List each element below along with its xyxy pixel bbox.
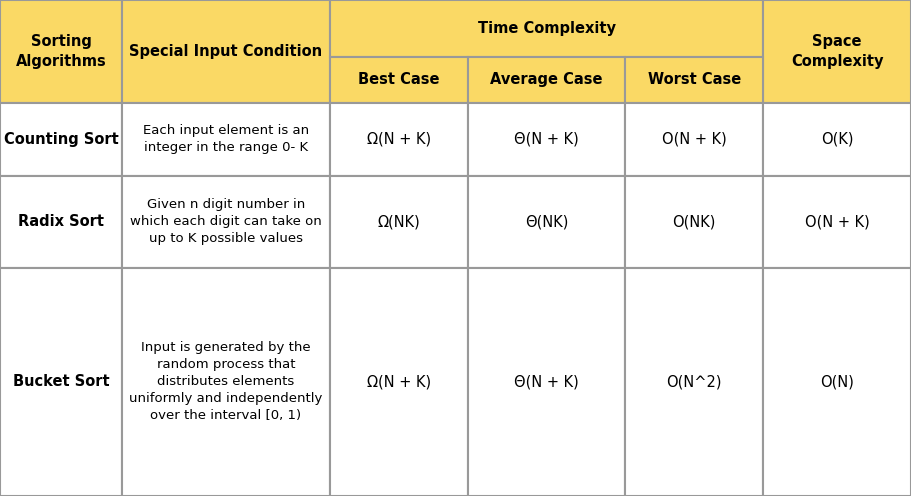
Bar <box>0 268 122 496</box>
Text: O(N^2): O(N^2) <box>667 374 722 389</box>
Bar <box>625 176 763 268</box>
Text: Best Case: Best Case <box>358 72 440 87</box>
Bar <box>625 268 763 496</box>
Text: Space
Complexity: Space Complexity <box>791 34 884 69</box>
Bar <box>763 0 911 103</box>
Bar <box>468 176 625 268</box>
Bar <box>330 176 468 268</box>
Bar <box>468 57 625 103</box>
Bar <box>122 176 330 268</box>
Text: Θ(N + K): Θ(N + K) <box>514 132 579 147</box>
Text: Counting Sort: Counting Sort <box>4 132 118 147</box>
Bar <box>763 268 911 496</box>
Text: O(N + K): O(N + K) <box>661 132 727 147</box>
Bar <box>763 103 911 176</box>
Text: Ω(NK): Ω(NK) <box>378 214 420 230</box>
Text: Average Case: Average Case <box>490 72 603 87</box>
Bar <box>763 176 911 268</box>
Bar <box>625 57 763 103</box>
Bar <box>122 268 330 496</box>
Bar <box>0 176 122 268</box>
Text: Radix Sort: Radix Sort <box>18 214 104 230</box>
Bar <box>468 103 625 176</box>
Text: Θ(NK): Θ(NK) <box>525 214 568 230</box>
Bar <box>0 0 122 103</box>
Bar <box>330 103 468 176</box>
Bar <box>0 103 122 176</box>
Text: Bucket Sort: Bucket Sort <box>13 374 109 389</box>
Text: Ω(N + K): Ω(N + K) <box>367 132 431 147</box>
Text: Worst Case: Worst Case <box>648 72 741 87</box>
Text: Ω(N + K): Ω(N + K) <box>367 374 431 389</box>
Bar <box>468 268 625 496</box>
Text: O(N): O(N) <box>820 374 855 389</box>
Text: O(NK): O(NK) <box>672 214 716 230</box>
Text: Given n digit number in
which each digit can take on
up to K possible values: Given n digit number in which each digit… <box>130 198 322 246</box>
Text: Each input element is an
integer in the range 0- K: Each input element is an integer in the … <box>143 124 309 154</box>
Bar <box>122 0 330 103</box>
Text: Θ(N + K): Θ(N + K) <box>514 374 579 389</box>
Text: Time Complexity: Time Complexity <box>477 21 616 36</box>
Text: Input is generated by the
random process that
distributes elements
uniformly and: Input is generated by the random process… <box>129 341 322 423</box>
Text: Sorting
Algorithms: Sorting Algorithms <box>15 34 107 69</box>
Bar <box>330 268 468 496</box>
Text: Special Input Condition: Special Input Condition <box>129 44 322 59</box>
Text: O(K): O(K) <box>821 132 854 147</box>
Bar <box>330 0 763 57</box>
Bar <box>122 103 330 176</box>
Bar <box>625 103 763 176</box>
Bar <box>330 57 468 103</box>
Text: O(N + K): O(N + K) <box>804 214 870 230</box>
